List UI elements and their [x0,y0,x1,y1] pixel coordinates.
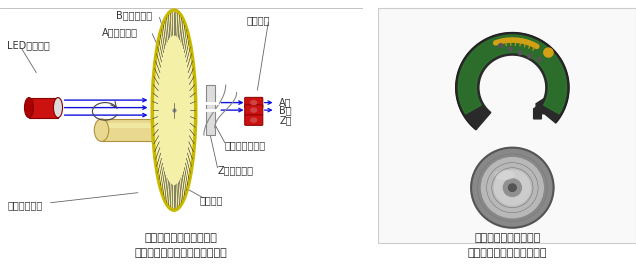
Ellipse shape [152,10,196,210]
Text: 検出部と回転ディスク: 検出部と回転ディスク [474,233,541,243]
Polygon shape [456,33,569,130]
Bar [102,119,174,141]
Circle shape [537,57,541,61]
Text: LED（光源）: LED（光源） [7,40,50,50]
Text: スリット: スリット [200,195,223,205]
Circle shape [528,54,532,58]
Text: Z相: Z相 [279,115,292,125]
Circle shape [544,48,553,57]
Circle shape [251,108,257,112]
Circle shape [508,47,513,51]
Text: B相: B相 [279,105,292,115]
Text: 回転ディスク: 回転ディスク [7,200,43,210]
Circle shape [503,179,522,196]
Text: 光学式インクリメンタル: 光学式インクリメンタル [145,233,218,243]
FancyBboxPatch shape [245,97,263,108]
Circle shape [251,118,257,122]
Text: B相スリット: B相スリット [116,10,152,20]
Text: A相スリット: A相スリット [102,27,137,38]
Ellipse shape [53,98,62,118]
Circle shape [509,184,516,191]
Circle shape [481,158,543,218]
Circle shape [471,148,553,228]
FancyBboxPatch shape [245,105,263,115]
Text: ハイデンハイン株式会社製: ハイデンハイン株式会社製 [467,248,547,258]
Ellipse shape [94,119,109,141]
Text: 受光素子: 受光素子 [247,15,270,25]
Text: Z相スリット: Z相スリット [218,165,254,175]
Text: 固定スリット板: 固定スリット板 [225,140,266,150]
Text: A相: A相 [279,98,292,108]
Bar [102,123,174,128]
FancyBboxPatch shape [245,115,263,125]
Circle shape [499,44,503,48]
Circle shape [518,51,522,55]
Polygon shape [534,104,541,119]
Circle shape [494,170,530,205]
Polygon shape [536,99,544,114]
Circle shape [251,101,257,105]
Ellipse shape [494,170,515,180]
Polygon shape [459,35,567,114]
Ellipse shape [24,98,34,118]
Bar [205,85,215,135]
Bar [29,98,58,118]
Text: エンコーダー（透過型）の構造: エンコーダー（透過型）の構造 [135,248,228,258]
